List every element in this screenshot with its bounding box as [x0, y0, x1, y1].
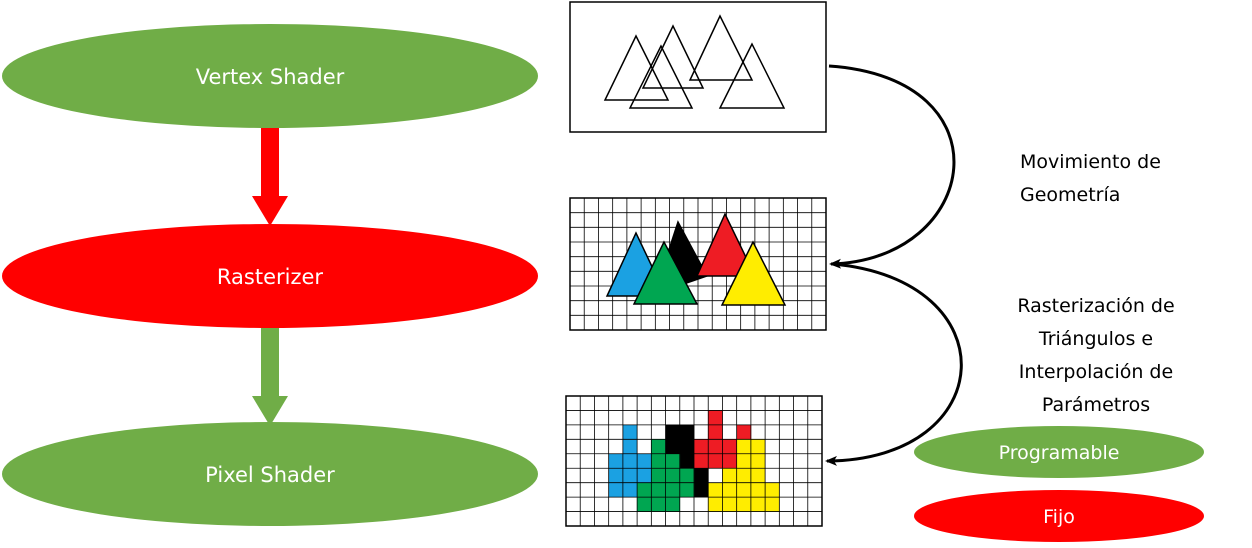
- annotation-line: Movimiento de: [1020, 151, 1161, 173]
- pixel-cell: [736, 453, 752, 469]
- rasterizer-ellipse: [2, 224, 538, 328]
- pixel-cell: [637, 482, 652, 498]
- pixel-cell: [694, 482, 709, 498]
- pixel-cell: [722, 453, 737, 469]
- pixel-cell: [708, 497, 723, 512]
- pixel-cell: [750, 468, 766, 483]
- geometry-annotation: Movimiento de Geometría: [1020, 151, 1161, 206]
- pixel-cell: [665, 482, 681, 498]
- pixel-cell: [750, 453, 766, 469]
- pixel-cell: [722, 497, 737, 512]
- red-triangle: [695, 212, 757, 277]
- pixel-cell: [750, 497, 766, 512]
- outline-triangle: [688, 14, 754, 81]
- pixel-cell: [765, 497, 780, 512]
- annotation-line: Triángulos e: [1038, 328, 1153, 350]
- pixel-cell: [679, 424, 695, 440]
- outline-triangle: [641, 24, 705, 89]
- pixel-shader-ellipse: [2, 422, 538, 526]
- pixel-cell: [708, 410, 723, 426]
- pixel-cell: [765, 482, 780, 498]
- grid-lines: [566, 396, 822, 526]
- annotation-line: Rasterización de: [1017, 295, 1174, 317]
- pixel-cell: [608, 453, 624, 469]
- geometry-panel-frame: [569, 1, 827, 133]
- pixel-cell: [736, 468, 752, 483]
- pixel-cell: [651, 453, 666, 469]
- pixel-shader-label: Pixel Shader: [205, 463, 335, 487]
- pixel-cell: [708, 424, 723, 440]
- pixel-panel-frame: [565, 395, 823, 527]
- pixel-cell: [665, 497, 681, 512]
- curved-arrow-geometry-to-raster: [828, 64, 956, 269]
- pixel-cell: [608, 482, 624, 498]
- pixel-cell: [622, 424, 638, 440]
- pixel-cell: [679, 482, 695, 498]
- legend-programmable: Programable: [914, 426, 1204, 478]
- pixel-cell: [722, 482, 737, 498]
- annotation-line: Parámetros: [1042, 394, 1150, 416]
- pixel-cell: [665, 439, 681, 455]
- green-triangle: [632, 240, 699, 305]
- pixel-cells: [608, 410, 780, 512]
- pixel-cell: [679, 468, 695, 483]
- pixel-cell: [708, 453, 723, 469]
- pixel-cell: [665, 453, 681, 469]
- pixel-cell: [722, 468, 737, 483]
- rasterizer-stage: Rasterizer: [2, 224, 538, 328]
- yellow-triangle: [720, 240, 787, 306]
- pixel-cell: [736, 424, 752, 440]
- pixel-cell: [622, 468, 638, 483]
- pixel-cell: [750, 482, 766, 498]
- legend-fixed: Fijo: [914, 490, 1204, 542]
- pixel-cell: [708, 439, 723, 455]
- legend-programmable-label: Programable: [999, 442, 1120, 464]
- outline-triangle: [718, 42, 786, 109]
- pixel-cell: [736, 439, 752, 455]
- pixel-shader-stage: Pixel Shader: [2, 422, 538, 526]
- pixel-cell: [694, 468, 709, 483]
- raster-annotation: Rasterización de Triángulos e Interpolac…: [1017, 295, 1174, 416]
- pixel-cell: [736, 482, 752, 498]
- pixel-cell: [637, 497, 652, 512]
- pixel-cell: [694, 439, 709, 455]
- rasterized-panel-frame: [569, 197, 827, 331]
- pixel-cell: [637, 468, 652, 483]
- vertex-shader-label: Vertex Shader: [196, 65, 345, 89]
- pixel-cell: [679, 453, 695, 469]
- rasterized-triangles-panel: [569, 197, 827, 331]
- geometry-panel: [569, 1, 827, 133]
- pixel-cell: [622, 453, 638, 469]
- pixel-cell: [622, 439, 638, 455]
- pixel-cell: [651, 468, 666, 483]
- arrow-vertex-to-rasterizer: [252, 128, 288, 226]
- pixel-cell: [608, 468, 624, 483]
- annotation-line: Geometría: [1020, 184, 1120, 206]
- pixel-cell: [722, 439, 737, 455]
- pixel-cell: [622, 482, 638, 498]
- legend-fixed-label: Fijo: [1043, 506, 1075, 528]
- pixel-cell: [651, 439, 666, 455]
- pixel-cell: [651, 482, 666, 498]
- pixel-cell: [694, 453, 709, 469]
- pixel-cell: [708, 482, 723, 498]
- pixel-cell: [665, 468, 681, 483]
- curved-arrow-raster-to-pixel: [825, 262, 963, 466]
- arrow-rasterizer-to-pixel: [252, 328, 288, 426]
- legend: Programable Fijo: [914, 426, 1204, 542]
- vertex-shader-stage: Vertex Shader: [2, 24, 538, 128]
- pixel-cell: [637, 453, 652, 469]
- pixel-cell: [750, 439, 766, 455]
- annotation-line: Interpolación de: [1019, 361, 1173, 383]
- vertex-shader-ellipse: [2, 24, 538, 128]
- pixel-cell: [651, 497, 666, 512]
- pixel-cell: [679, 439, 695, 455]
- rasterizer-label: Rasterizer: [217, 265, 324, 289]
- pixel-cell: [736, 497, 752, 512]
- pixel-cell: [665, 424, 681, 440]
- pixel-panel: [565, 395, 823, 527]
- outline-triangle: [628, 44, 694, 109]
